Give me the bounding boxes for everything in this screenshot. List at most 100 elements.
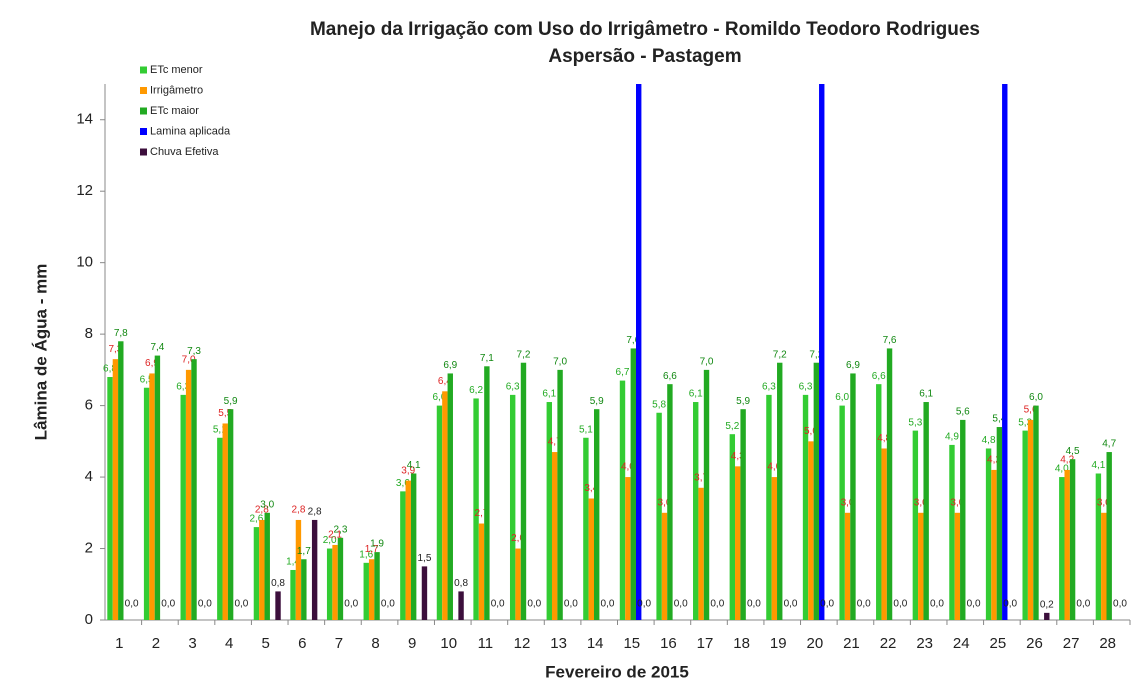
data-label: 6,6	[872, 371, 886, 382]
bar	[876, 384, 882, 620]
data-label: 7,0	[700, 357, 714, 368]
data-label: 6,9	[443, 360, 457, 371]
legend-swatch	[140, 87, 147, 94]
x-tick-label: 11	[478, 635, 494, 652]
bar	[332, 544, 338, 620]
data-label: 0,0	[893, 599, 907, 610]
bar	[698, 487, 704, 620]
data-label: 7,6	[883, 335, 897, 346]
data-label: 3,0	[950, 497, 964, 508]
data-label: 3,0	[260, 499, 274, 510]
data-label: 2,8	[291, 505, 305, 516]
bar	[458, 591, 464, 620]
data-label: 3,0	[841, 497, 855, 508]
bar	[636, 84, 642, 620]
bar	[259, 519, 265, 620]
data-label: 0,0	[198, 599, 212, 610]
bar	[693, 402, 699, 620]
bar	[405, 480, 411, 620]
data-label: 4,2	[987, 455, 1001, 466]
data-label: 6,9	[145, 358, 159, 369]
bar	[667, 384, 673, 620]
y-tick-label: 12	[76, 182, 93, 199]
data-label: 6,1	[919, 389, 933, 400]
data-label: 6,3	[762, 382, 776, 393]
bar	[740, 409, 746, 620]
x-tick-label: 2	[152, 635, 160, 652]
data-label: 6,7	[616, 367, 630, 378]
bar	[520, 362, 527, 620]
bar	[839, 405, 845, 620]
x-tick-label: 26	[1026, 635, 1043, 652]
data-label: 0,0	[820, 599, 834, 610]
bar	[557, 369, 563, 620]
bar	[442, 391, 448, 620]
data-label: 0,2	[1040, 599, 1054, 610]
bar	[337, 537, 344, 620]
data-label: 4,2	[1060, 455, 1074, 466]
bar	[960, 419, 966, 620]
x-tick-label: 20	[806, 635, 823, 652]
data-label: 3,7	[694, 472, 708, 483]
data-label: 5,1	[213, 424, 227, 435]
data-label: 0,0	[161, 599, 175, 610]
data-label: 0,0	[564, 599, 578, 610]
data-label: 5,3	[908, 417, 922, 428]
x-tick-label: 21	[843, 635, 860, 652]
data-label: 6,2	[469, 385, 483, 396]
bar	[771, 477, 778, 620]
data-label: 0,0	[1113, 599, 1127, 610]
data-label: 1,5	[418, 553, 432, 564]
x-tick-label: 5	[262, 635, 270, 652]
bar	[991, 469, 997, 620]
legend-swatch	[140, 107, 147, 115]
data-label: 6,1	[542, 389, 556, 400]
x-tick-label: 24	[953, 635, 970, 652]
legend-label: ETc menor	[150, 64, 203, 76]
bar	[1044, 612, 1050, 620]
x-tick-label: 18	[733, 635, 750, 652]
bar	[484, 366, 490, 620]
bar	[802, 394, 809, 620]
bar	[217, 437, 223, 620]
data-label: 3,6	[396, 478, 410, 489]
bar	[923, 402, 929, 620]
bar	[222, 423, 228, 620]
data-label: 0,0	[527, 599, 541, 610]
data-label: 2,0	[323, 535, 337, 546]
data-label: 7,2	[809, 349, 823, 360]
x-tick-label: 12	[514, 635, 531, 652]
legend-label: Chuva Efetiva	[150, 146, 219, 158]
bar	[473, 398, 479, 620]
bar	[118, 341, 124, 620]
y-tick-label: 6	[85, 397, 93, 414]
x-tick-label: 28	[1099, 635, 1116, 652]
bar	[295, 519, 302, 620]
data-label: 1,7	[365, 544, 379, 555]
x-tick-label: 7	[335, 635, 343, 652]
bar	[400, 491, 406, 620]
data-label: 6,0	[433, 392, 447, 403]
bar	[735, 466, 741, 620]
data-label: 4,7	[548, 437, 562, 448]
data-label: 7,6	[626, 335, 640, 346]
bar	[551, 452, 558, 620]
data-label: 7,1	[480, 353, 494, 364]
x-tick-label: 19	[770, 635, 787, 652]
bar	[290, 569, 296, 620]
data-label: 0,0	[857, 599, 871, 610]
data-label: 4,8	[877, 433, 891, 444]
data-label: 0,0	[747, 599, 761, 610]
x-tick-label: 4	[225, 635, 233, 652]
data-label: 7,4	[150, 342, 164, 353]
bar	[1022, 430, 1028, 620]
bar	[185, 369, 192, 620]
bar	[112, 359, 119, 620]
bar	[421, 566, 428, 620]
y-tick-label: 14	[76, 111, 93, 128]
bar	[808, 441, 814, 620]
data-label: 0,0	[601, 599, 615, 610]
data-label: 4,3	[731, 451, 745, 462]
bar	[1059, 477, 1065, 620]
data-label: 6,3	[799, 382, 813, 393]
